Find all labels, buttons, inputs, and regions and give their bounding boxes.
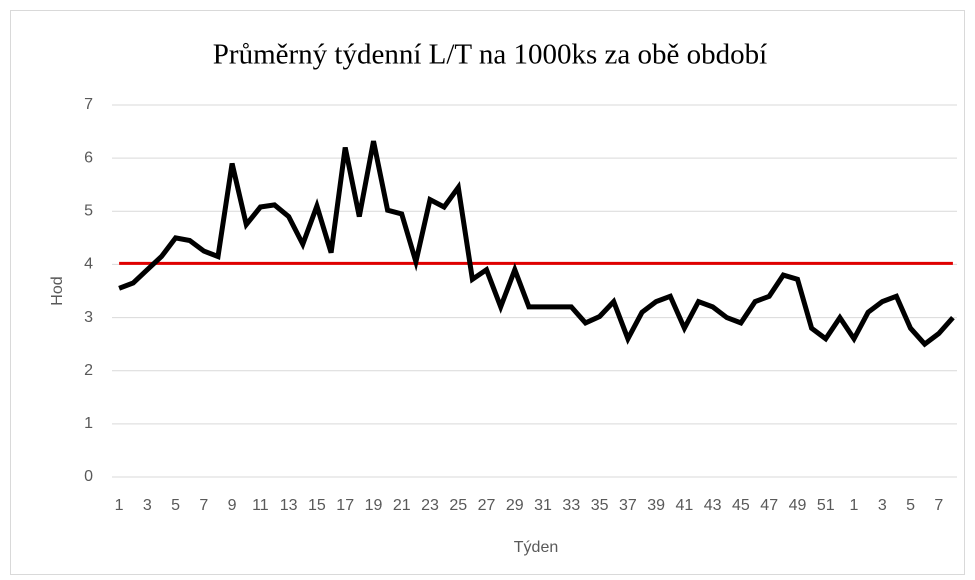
x-tick-label: 21 <box>393 497 411 514</box>
x-tick-label: 5 <box>171 497 180 514</box>
x-tick-label: 31 <box>534 497 552 514</box>
x-tick-label: 39 <box>647 497 665 514</box>
x-tick-label: 9 <box>228 497 237 514</box>
y-tick-label: 6 <box>84 149 93 166</box>
x-tick-label: 11 <box>252 497 269 514</box>
x-tick-label: 51 <box>817 497 835 514</box>
data-line <box>118 140 955 348</box>
x-axis-title: Týden <box>514 539 558 556</box>
x-tick-label: 5 <box>906 497 915 514</box>
y-tick-label: 2 <box>84 362 93 379</box>
x-tick-label: 19 <box>365 497 383 514</box>
x-tick-label: 45 <box>732 497 750 514</box>
chart-title: Průměrný týdenní L/T na 1000ks za obě ob… <box>213 39 767 71</box>
x-tick-label: 17 <box>336 497 354 514</box>
y-axis-title: Hod <box>49 276 66 305</box>
y-tick-label: 5 <box>84 203 93 220</box>
x-tick-label: 49 <box>789 497 807 514</box>
x-tick-label: 47 <box>760 497 778 514</box>
x-tick-label: 1 <box>850 497 859 514</box>
x-tick-label: 25 <box>449 497 467 514</box>
x-tick-label: 3 <box>143 497 152 514</box>
x-tick-label: 27 <box>478 497 496 514</box>
x-tick-label: 13 <box>280 497 298 514</box>
x-tick-label: 7 <box>199 497 208 514</box>
y-tick-label: 7 <box>84 96 93 113</box>
y-tick-label: 0 <box>84 468 93 485</box>
x-tick-label: 29 <box>506 497 524 514</box>
chart-border <box>10 10 965 575</box>
x-tick-label: 37 <box>619 497 637 514</box>
y-tick-label: 4 <box>84 256 93 273</box>
x-tick-label: 7 <box>934 497 943 514</box>
x-tick-label: 15 <box>308 497 326 514</box>
x-tick-label: 23 <box>421 497 439 514</box>
x-tick-label: 33 <box>562 497 580 514</box>
x-tick-label: 3 <box>878 497 887 514</box>
x-tick-label: 35 <box>591 497 609 514</box>
x-tick-label: 41 <box>676 497 694 514</box>
x-tick-label: 43 <box>704 497 722 514</box>
y-tick-label: 3 <box>84 309 93 326</box>
x-tick-label: 1 <box>115 497 124 514</box>
y-tick-label: 1 <box>84 415 93 432</box>
